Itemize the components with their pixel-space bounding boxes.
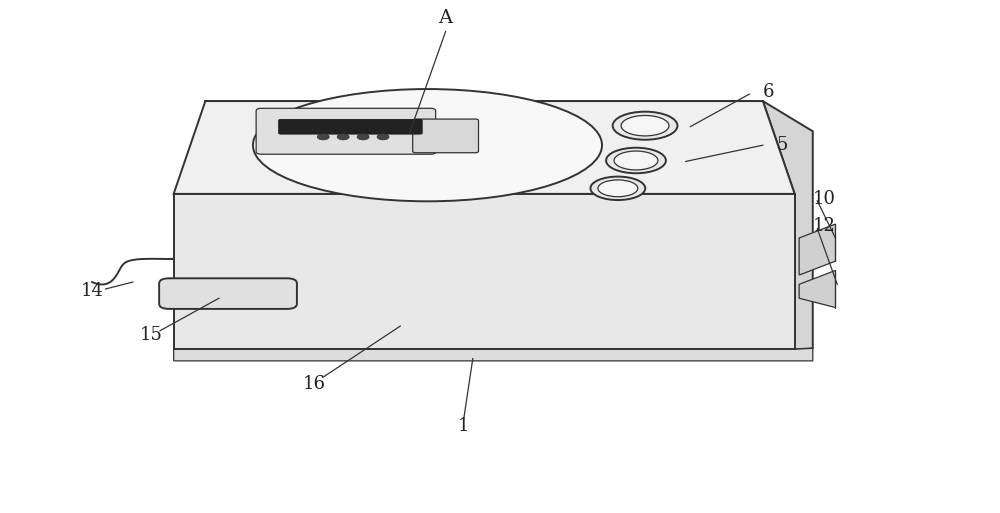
FancyBboxPatch shape: [279, 120, 422, 134]
Text: A: A: [439, 9, 453, 27]
Ellipse shape: [253, 89, 602, 201]
Ellipse shape: [606, 148, 666, 173]
Polygon shape: [174, 348, 813, 361]
Ellipse shape: [614, 151, 658, 170]
Text: 15: 15: [140, 326, 162, 344]
Polygon shape: [174, 194, 795, 349]
Polygon shape: [799, 270, 835, 307]
Ellipse shape: [621, 115, 669, 136]
Ellipse shape: [598, 180, 638, 196]
Polygon shape: [763, 101, 813, 349]
Text: 16: 16: [303, 375, 326, 393]
FancyBboxPatch shape: [256, 108, 436, 154]
Text: 12: 12: [813, 218, 836, 235]
Polygon shape: [174, 101, 795, 194]
Polygon shape: [799, 224, 835, 275]
Circle shape: [337, 134, 349, 140]
Circle shape: [317, 134, 329, 140]
Ellipse shape: [590, 176, 645, 200]
Text: 14: 14: [81, 282, 103, 300]
Text: 1: 1: [458, 417, 469, 435]
FancyBboxPatch shape: [159, 278, 297, 309]
Circle shape: [357, 134, 369, 140]
Ellipse shape: [613, 112, 677, 140]
Text: 10: 10: [813, 189, 836, 208]
Text: 6: 6: [763, 83, 774, 101]
Circle shape: [377, 134, 389, 140]
FancyBboxPatch shape: [413, 119, 479, 153]
Text: 5: 5: [777, 136, 788, 154]
